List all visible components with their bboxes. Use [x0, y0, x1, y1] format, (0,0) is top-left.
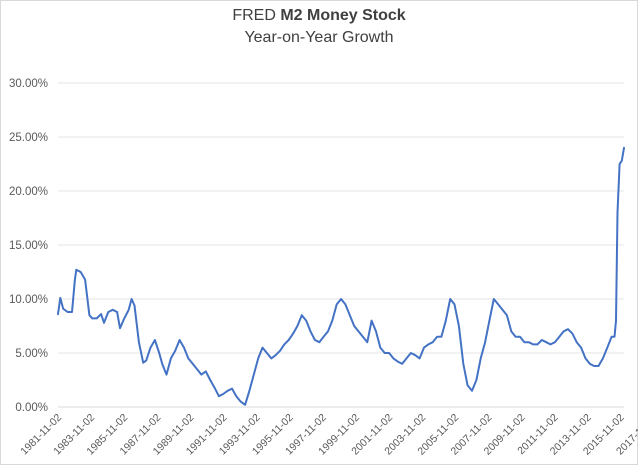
chart-subtitle: Year-on-Year Growth — [244, 29, 394, 46]
y-tick-label: 0.00% — [15, 402, 48, 414]
chart-title: FRED M2 Money Stock — [0, 6, 638, 26]
y-tick-label: 15.00% — [9, 240, 48, 252]
y-tick-label: 10.00% — [9, 294, 48, 306]
y-tick-label: 25.00% — [9, 132, 48, 144]
chart-title-series: M2 Money Stock — [280, 7, 406, 24]
y-tick-label: 20.00% — [9, 186, 48, 198]
y-tick-label: 30.00% — [9, 78, 48, 90]
y-tick-label: 5.00% — [15, 348, 48, 360]
series-line — [57, 146, 625, 406]
chart-title-prefix: FRED — [232, 7, 281, 24]
